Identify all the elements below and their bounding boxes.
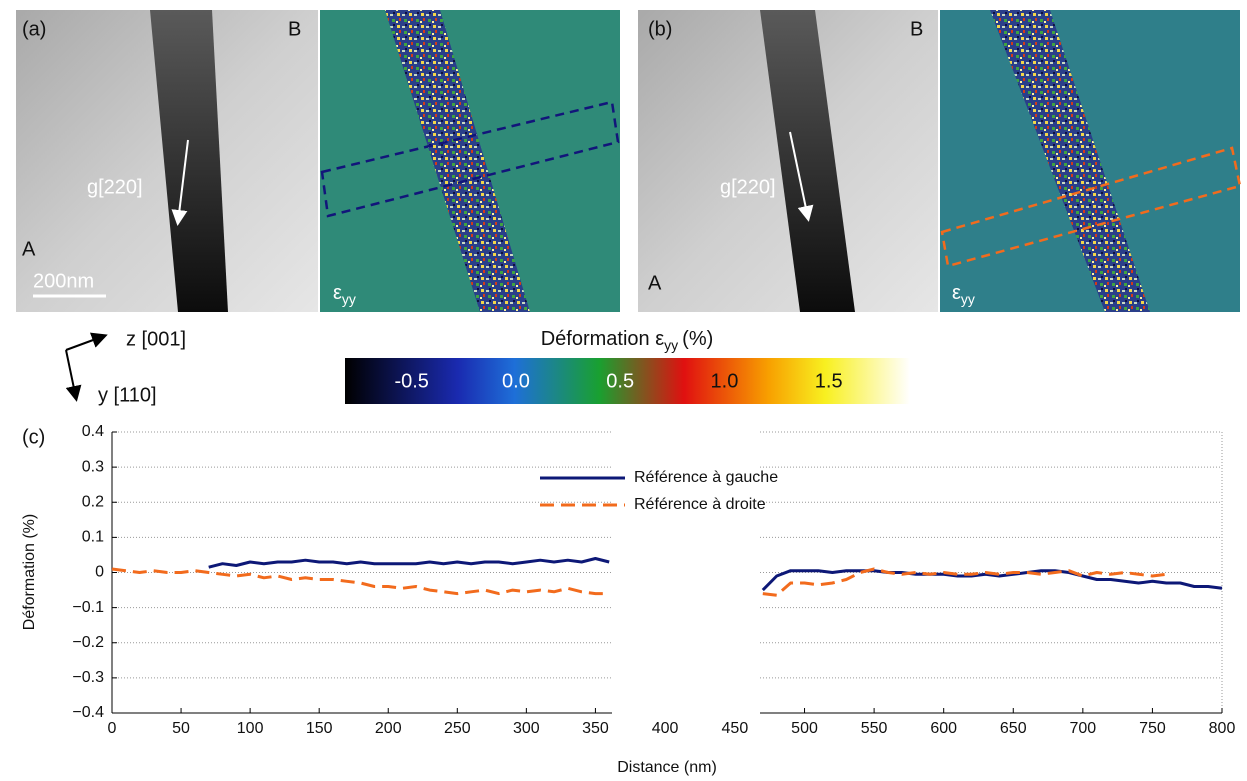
- colorbar-gradient: [345, 358, 910, 404]
- x-tick-label: 800: [1209, 720, 1236, 737]
- x-tick-label: 500: [791, 720, 818, 737]
- strain-symbol: εyy: [333, 282, 356, 306]
- x-tick-label: 50: [172, 720, 190, 737]
- arrow: [65, 332, 108, 351]
- y-tick-label: −0.1: [72, 599, 104, 616]
- region-label: A: [22, 238, 36, 260]
- colorbar-tick-label: 1.5: [815, 370, 843, 392]
- panel-a: (a) B A g[220] 200nm εyy: [16, 10, 620, 312]
- vector-arrow: [171, 139, 189, 226]
- panel-b: (b) B A g[220] εyy: [638, 10, 1242, 312]
- vector-label: g[220]: [720, 176, 776, 198]
- x-tick-label: 650: [1000, 720, 1027, 737]
- y-tick-label: −0.3: [72, 669, 104, 686]
- tem-band: [760, 10, 855, 312]
- x-tick-label: 100: [237, 720, 264, 737]
- colorbar: Déformation εyy (%) -0.5 0.0 0.5 1.0 1.5: [345, 328, 910, 404]
- x-tick-label: 200: [375, 720, 402, 737]
- tem-band: [150, 10, 228, 312]
- colorbar-title: Déformation εyy (%): [541, 328, 714, 352]
- y-tick-label: 0.2: [82, 493, 104, 510]
- axes-directions: z [001] y [110]: [65, 328, 186, 406]
- strain-band: [385, 10, 530, 312]
- vector-arrow: [789, 131, 814, 222]
- vector-label: g[220]: [87, 176, 143, 198]
- region-label: A: [648, 272, 662, 294]
- series-line: [111, 567, 1167, 597]
- legend-label: Référence à gauche: [634, 469, 778, 486]
- x-axis-label: Distance (nm): [617, 759, 717, 776]
- strain-symbol: εyy: [952, 282, 975, 306]
- y-tick-label: −0.2: [72, 634, 104, 651]
- region-label: B: [288, 18, 301, 40]
- profile-box: [320, 100, 620, 218]
- y-tick-label: 0.1: [82, 529, 104, 546]
- panel-label: (c): [22, 426, 45, 448]
- y-tick-label: 0: [95, 564, 104, 581]
- panel-label: (b): [648, 18, 672, 40]
- x-tick-label: 350: [582, 720, 609, 737]
- x-tick-label: 700: [1069, 720, 1096, 737]
- x-tick-label: 600: [930, 720, 957, 737]
- x-tick-label: 400: [652, 720, 679, 737]
- x-tick-label: 300: [513, 720, 540, 737]
- legend-label: Référence à droite: [634, 496, 766, 513]
- y-tick-label: 0.4: [82, 423, 104, 440]
- x-tick-label: 550: [861, 720, 888, 737]
- line-chart: −0.4 −0.3 −0.2 −0.1 0 0.1 0.2 0.3 0.4 0 50 100 150 20…: [21, 423, 1235, 776]
- x-tick-label: 0: [108, 720, 117, 737]
- profile-box: [940, 146, 1242, 268]
- panel-label: (a): [22, 18, 46, 40]
- colorbar-tick-label: -0.5: [394, 370, 428, 392]
- x-tick-label: 250: [444, 720, 471, 737]
- x-tick-label: 750: [1139, 720, 1166, 737]
- colorbar-tick-label: 0.5: [606, 370, 634, 392]
- scale-label: 200nm: [33, 270, 94, 292]
- region-label: B: [910, 18, 923, 40]
- x-tick-label: 150: [306, 720, 333, 737]
- colorbar-tick-label: 1.0: [711, 370, 739, 392]
- x-tick-label: 450: [722, 720, 749, 737]
- series-line: [208, 557, 1223, 592]
- arrow: [65, 349, 82, 402]
- colorbar-tick-label: 0.0: [502, 370, 530, 392]
- y-axis-label: Déformation (%): [21, 514, 38, 630]
- y-tick-label: −0.4: [72, 704, 104, 721]
- y-tick-label: 0.3: [82, 458, 104, 475]
- strain-band: [990, 10, 1150, 312]
- direction-label: z [001]: [126, 328, 186, 350]
- direction-label: y [110]: [98, 384, 157, 406]
